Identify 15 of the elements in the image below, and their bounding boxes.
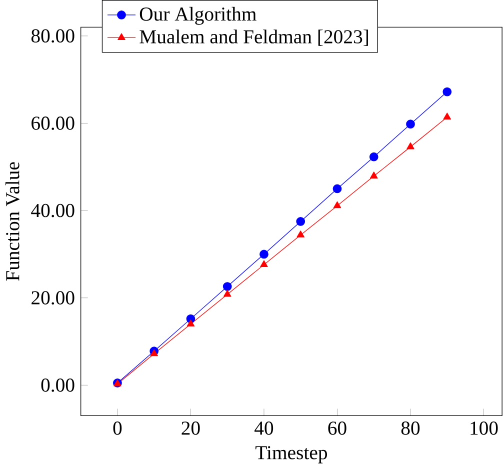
x-tick-label: 100 [470, 422, 498, 435]
x-tick-label: 20 [182, 422, 200, 435]
x-tick-label: 40 [254, 422, 274, 435]
y-tick-label: 0.00 [41, 378, 74, 392]
y-tick-label: 60.00 [32, 116, 74, 130]
y-tick-label: 40.00 [31, 204, 74, 218]
x-tick-label: 60 [328, 422, 346, 435]
legend-label: Our Algorithm [140, 6, 256, 25]
x-tick-label: 80 [401, 422, 420, 435]
y-axis-title: Function Value [5, 162, 20, 281]
x-tick-label: 0 [113, 422, 122, 435]
y-tick-label: 80.00 [31, 29, 74, 43]
legend-label: Mualem and Feldman [2023] [140, 30, 368, 46]
x-axis-title: Timestep [256, 446, 328, 464]
y-tick-label: 20.00 [32, 291, 74, 305]
